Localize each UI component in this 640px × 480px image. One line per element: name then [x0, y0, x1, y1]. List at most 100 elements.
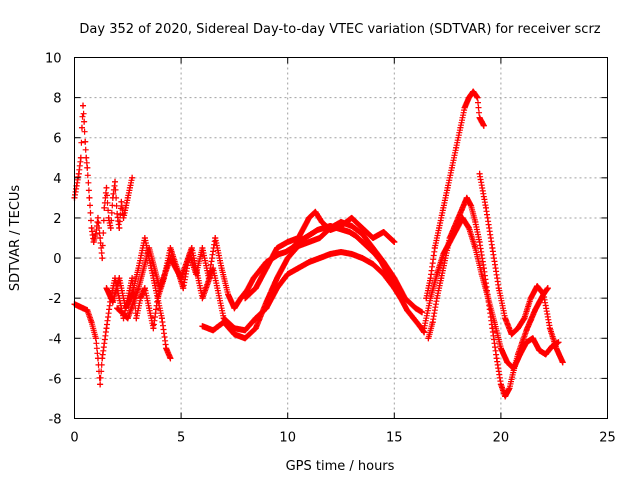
- data-point: [491, 319, 498, 326]
- data-point: [316, 235, 323, 241]
- data-point: [493, 355, 500, 362]
- data-point: [220, 319, 227, 326]
- data-point: [84, 307, 91, 314]
- data-point: [167, 255, 174, 262]
- data-point: [122, 204, 129, 211]
- data-point: [312, 208, 319, 215]
- data-point: [92, 335, 99, 342]
- data-point: [540, 291, 547, 298]
- data-point: [476, 114, 483, 121]
- data-point: [301, 235, 308, 241]
- data-point: [107, 224, 114, 231]
- data-point: [231, 325, 238, 332]
- data-point: [284, 255, 291, 262]
- data-point: [544, 285, 551, 292]
- data-point: [327, 251, 334, 258]
- data-point: [404, 307, 411, 314]
- data-point: [256, 267, 263, 274]
- chart-title: Day 352 of 2020, Sidereal Day-to-day VTE…: [79, 22, 600, 37]
- x-tick-label: 15: [386, 431, 403, 446]
- data-point: [474, 94, 481, 101]
- data-point: [348, 214, 355, 221]
- data-point: [188, 245, 195, 252]
- data-point: [391, 285, 398, 292]
- data-point: [225, 291, 232, 298]
- series-late-peak-c: [421, 214, 562, 372]
- data-point: [401, 295, 408, 302]
- data-point: [508, 331, 515, 338]
- data-point: [88, 319, 95, 326]
- data-point: [146, 305, 153, 312]
- data-point: [135, 285, 142, 292]
- data-point: [231, 305, 238, 312]
- data-point: [453, 226, 460, 233]
- data-point: [421, 325, 428, 332]
- data-point: [536, 347, 543, 354]
- data-point: [316, 255, 323, 262]
- data-point: [468, 202, 475, 209]
- data-point: [212, 235, 219, 241]
- data-point: [427, 275, 434, 282]
- data-point: [485, 295, 492, 302]
- data-point: [295, 243, 302, 250]
- data-point: [448, 164, 455, 171]
- data-point: [459, 214, 466, 221]
- x-tick-label: 10: [279, 431, 296, 446]
- data-point: [218, 265, 225, 272]
- data-point: [97, 235, 104, 241]
- data-point: [284, 271, 291, 278]
- data-point: [338, 222, 344, 229]
- data-point: [380, 271, 387, 278]
- data-point: [92, 230, 99, 237]
- data-point: [348, 251, 355, 258]
- grid-lines: [74, 57, 608, 419]
- y-tick-label: 2: [53, 212, 61, 227]
- data-point: [453, 144, 460, 151]
- data-point: [88, 224, 95, 231]
- data-point: [433, 271, 440, 278]
- data-point: [340, 226, 347, 233]
- series-oscillation-d: [242, 208, 398, 302]
- data-point: [478, 118, 485, 125]
- data-point: [542, 351, 549, 358]
- data-point: [306, 214, 313, 221]
- data-point: [380, 228, 387, 235]
- x-tick-label: 5: [177, 431, 185, 446]
- data-point: [180, 285, 187, 292]
- data-point: [532, 307, 539, 314]
- data-point: [559, 359, 566, 366]
- data-point: [429, 319, 436, 326]
- series-late-peak-a: [423, 88, 487, 302]
- data-point: [523, 339, 530, 346]
- data-point: [369, 261, 376, 268]
- data-point: [346, 228, 353, 235]
- data-point: [433, 295, 440, 302]
- data-point: [135, 265, 142, 272]
- data-point: [308, 230, 315, 237]
- data-point: [504, 359, 511, 366]
- data-point: [126, 184, 133, 191]
- data-point: [514, 325, 521, 332]
- y-axis-label: SDTVAR / TECUs: [8, 185, 23, 292]
- data-point: [158, 315, 165, 322]
- data-point: [82, 138, 89, 145]
- data-point: [94, 214, 101, 221]
- data-point: [75, 303, 82, 310]
- data-point: [457, 124, 464, 131]
- y-tick-label: 6: [53, 132, 61, 147]
- data-marks: [71, 88, 566, 400]
- data-point: [359, 230, 366, 237]
- data-point: [478, 271, 485, 278]
- plot-frame: [74, 57, 608, 419]
- data-point: [470, 88, 477, 95]
- data-point: [410, 315, 417, 322]
- data-point: [391, 239, 398, 246]
- data-point: [242, 295, 249, 302]
- y-tick-label: 4: [53, 172, 61, 187]
- data-point: [199, 245, 206, 252]
- data-point: [129, 174, 136, 181]
- data-point: [109, 299, 116, 306]
- axis-ticks: 0 5 10 15 20 25 -8 -6 -4 -2 0 2 4 6 8 10: [45, 52, 616, 446]
- data-point: [276, 251, 283, 258]
- data-point: [476, 170, 483, 177]
